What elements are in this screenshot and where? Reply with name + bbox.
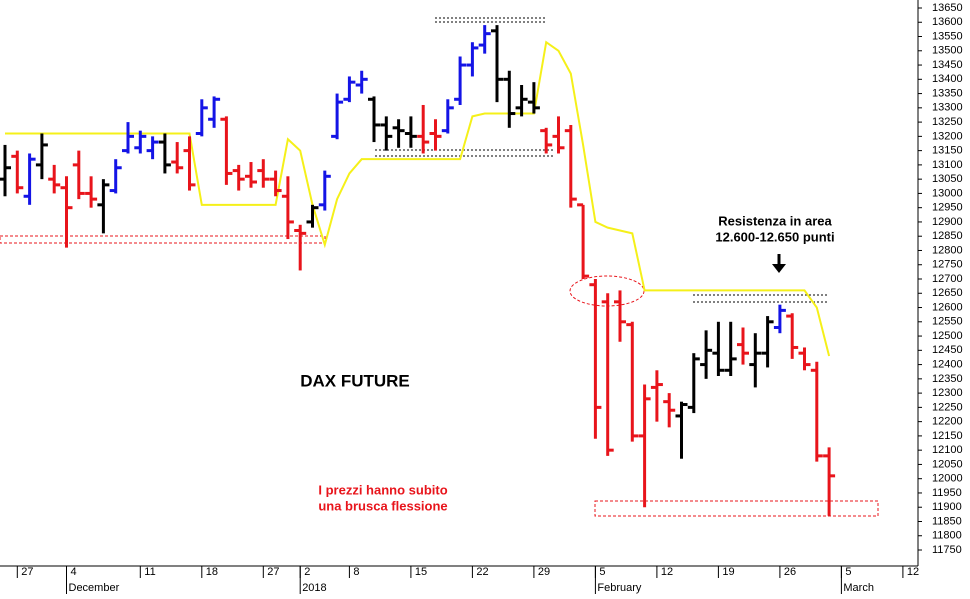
y-tick-label: 12150 [932,430,963,442]
y-tick-label: 13100 [932,159,963,171]
chart-title: DAX FUTURE [300,371,410,390]
y-tick-label: 12850 [932,230,963,242]
arrow-head [772,264,786,273]
x-tick-label: 12 [661,566,673,578]
x-tick-label: 27 [267,566,279,578]
y-tick-label: 12500 [932,330,963,342]
x-tick-label: 5 [845,566,851,578]
y-tick-label: 12700 [932,273,963,285]
annotation: I prezzi hanno subito [318,482,447,497]
x-tick-label: 27 [21,566,33,578]
x-tick-label: 4 [71,566,77,578]
annotation: una brusca flessione [318,498,447,513]
y-tick-label: 13200 [932,130,963,142]
y-tick-label: 12050 [932,458,963,470]
y-tick-label: 11900 [932,501,962,513]
y-tick-label: 13350 [932,87,963,99]
month-label: February [597,582,642,594]
x-tick-label: 5 [599,566,605,578]
y-tick-label: 13250 [932,116,963,128]
x-tick-label: 11 [144,566,155,578]
x-tick-label: 19 [722,566,734,578]
x-tick-label: 22 [476,566,488,578]
y-tick-label: 12800 [932,244,963,256]
y-tick-label: 12650 [932,287,963,299]
annotation: 12.600-12.650 punti [715,229,834,244]
y-tick-label: 13450 [932,59,963,71]
month-label: March [843,582,874,594]
y-tick-label: 12750 [932,259,963,271]
y-tick-label: 13000 [932,187,963,199]
x-tick-label: 29 [538,566,550,578]
y-tick-label: 13650 [932,2,963,14]
y-tick-label: 13400 [932,73,963,85]
y-tick-label: 12000 [932,473,963,485]
y-tick-label: 13300 [932,102,963,114]
y-tick-label: 12400 [932,358,963,370]
y-tick-label: 13550 [932,30,963,42]
y-tick-label: 11750 [932,544,962,556]
annotation: Resistenza in area [718,213,832,228]
y-tick-label: 12450 [932,344,963,356]
y-tick-label: 13150 [932,145,963,157]
trend-line [5,40,831,357]
month-label: December [69,582,120,594]
month-label: 2018 [302,582,326,594]
y-tick-label: 12200 [932,416,963,428]
support-zone [594,500,879,517]
y-tick-label: 13050 [932,173,963,185]
x-tick-label: 12 [907,566,919,578]
x-tick-label: 18 [206,566,218,578]
y-tick-label: 13500 [932,45,963,57]
plot [0,25,836,516]
y-tick-label: 12350 [932,373,963,385]
y-tick-label: 12300 [932,387,963,399]
x-tick-label: 26 [784,566,796,578]
y-tick-label: 13600 [932,16,963,28]
y-tick-label: 11800 [932,530,962,542]
y-tick-label: 11850 [932,515,962,527]
y-tick-label: 12100 [932,444,963,456]
y-tick-label: 11950 [932,487,962,499]
x-tick-label: 15 [415,566,427,578]
y-tick-label: 12250 [932,401,963,413]
y-tick-label: 12550 [932,316,963,328]
y-tick-label: 12600 [932,301,963,313]
y-tick-label: 12900 [932,216,963,228]
x-tick-label: 8 [353,566,359,578]
x-tick-label: 2 [304,566,310,578]
support-zone [0,235,326,244]
y-tick-label: 12950 [932,202,963,214]
